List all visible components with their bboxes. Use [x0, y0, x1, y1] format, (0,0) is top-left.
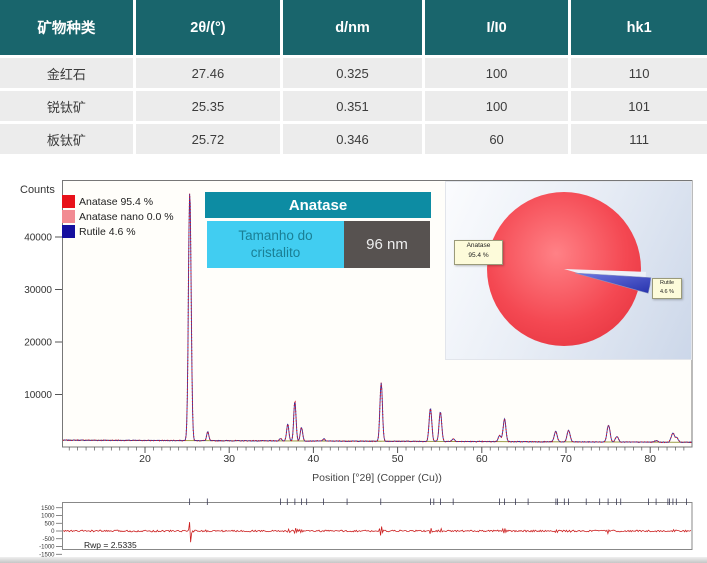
legend-label: Rutile 4.6 %: [79, 225, 136, 238]
pie-chart-panel: Anatase 95.4 % Rutile 4.6 %: [445, 181, 692, 360]
svg-text:20000: 20000: [24, 338, 52, 349]
svg-text:40: 40: [308, 453, 320, 465]
svg-text:-500: -500: [42, 537, 55, 543]
table-cell: 25.72: [135, 124, 281, 154]
pie-label-pct: 4.6 %: [659, 289, 675, 296]
legend-swatch-rutile: [62, 225, 75, 238]
table-header-mineral: 矿物种类: [0, 0, 133, 55]
table-cell: 0.351: [283, 91, 422, 121]
svg-text:-1500: -1500: [39, 552, 55, 557]
table-cell: 金红石: [0, 58, 133, 88]
svg-text:1500: 1500: [41, 506, 55, 512]
svg-text:30: 30: [223, 453, 235, 465]
svg-text:80: 80: [644, 453, 656, 465]
mineral-table: 矿物种类 2θ/(°) d/nm I/I0 hk1 金红石 27.46 0.32…: [0, 0, 707, 154]
legend-label: Anatase 95.4 %: [79, 195, 154, 208]
anatase-banner: Anatase: [205, 192, 431, 218]
table-cell: 101: [571, 91, 707, 121]
svg-text:60: 60: [476, 453, 488, 465]
pie-label-pct: 95.4 %: [468, 252, 489, 260]
y-axis-title: Counts: [20, 184, 55, 196]
legend-item-rutile: Rutile 4.6 %: [62, 224, 174, 239]
table-header-dnm: d/nm: [283, 0, 422, 55]
x-axis-title: Position [°2θ] (Copper (Cu)): [312, 472, 442, 484]
observed-pattern-dots: [63, 193, 692, 444]
legend-swatch-anatase-nano: [62, 210, 75, 223]
svg-text:40000: 40000: [24, 233, 52, 244]
svg-text:500: 500: [44, 521, 55, 527]
table-cell: 锐钛矿: [0, 91, 133, 121]
residual-frame: [62, 502, 693, 550]
table-cell: 100: [424, 58, 569, 88]
table-cell: 100: [424, 91, 569, 121]
table-cell: 110: [571, 58, 707, 88]
legend-item-anatase: Anatase 95.4 %: [62, 194, 174, 209]
table-cell: 111: [571, 124, 707, 154]
bottom-edge-bar: [0, 557, 707, 563]
rwp-value: Rwp = 2.5335: [84, 540, 137, 550]
phase-pie-chart: [487, 192, 652, 346]
svg-text:10000: 10000: [24, 390, 52, 401]
table-cell: 25.35: [135, 91, 281, 121]
chart-legend: Anatase 95.4 % Anatase nano 0.0 % Rutile…: [62, 194, 174, 239]
legend-item-anatase-nano: Anatase nano 0.0 %: [62, 209, 174, 224]
legend-label: Anatase nano 0.0 %: [79, 210, 174, 223]
svg-text:0: 0: [51, 529, 55, 535]
pie-label-name: Anatase: [466, 242, 491, 249]
table-header-ii0: I/I0: [424, 0, 569, 55]
legend-swatch-anatase: [62, 195, 75, 208]
pie-label-rutile: Rutile 4.6 %: [652, 278, 682, 299]
table-cell: 0.325: [283, 58, 422, 88]
residual-line: [63, 522, 692, 543]
crystallite-size-label: Tamanho do cristalito: [207, 221, 344, 268]
svg-text:30000: 30000: [24, 285, 52, 296]
svg-text:70: 70: [560, 453, 572, 465]
table-header-2theta: 2θ/(°): [135, 0, 281, 55]
table-cell: 60: [424, 124, 569, 154]
table-cell: 0.346: [283, 124, 422, 154]
svg-text:1000: 1000: [41, 514, 55, 520]
svg-text:50: 50: [392, 453, 404, 465]
pie-slice-rutile: [574, 272, 652, 294]
table-cell: 板钛矿: [0, 124, 133, 154]
svg-text:-1000: -1000: [39, 545, 55, 551]
crystallite-size-value: 96 nm: [344, 221, 430, 268]
table-header-hkl: hk1: [571, 0, 707, 55]
pie-label-anatase: Anatase 95.4 %: [454, 240, 503, 265]
table-cell: 27.46: [135, 58, 281, 88]
pie-label-name: Rutile: [659, 280, 675, 286]
svg-text:20: 20: [139, 453, 151, 465]
